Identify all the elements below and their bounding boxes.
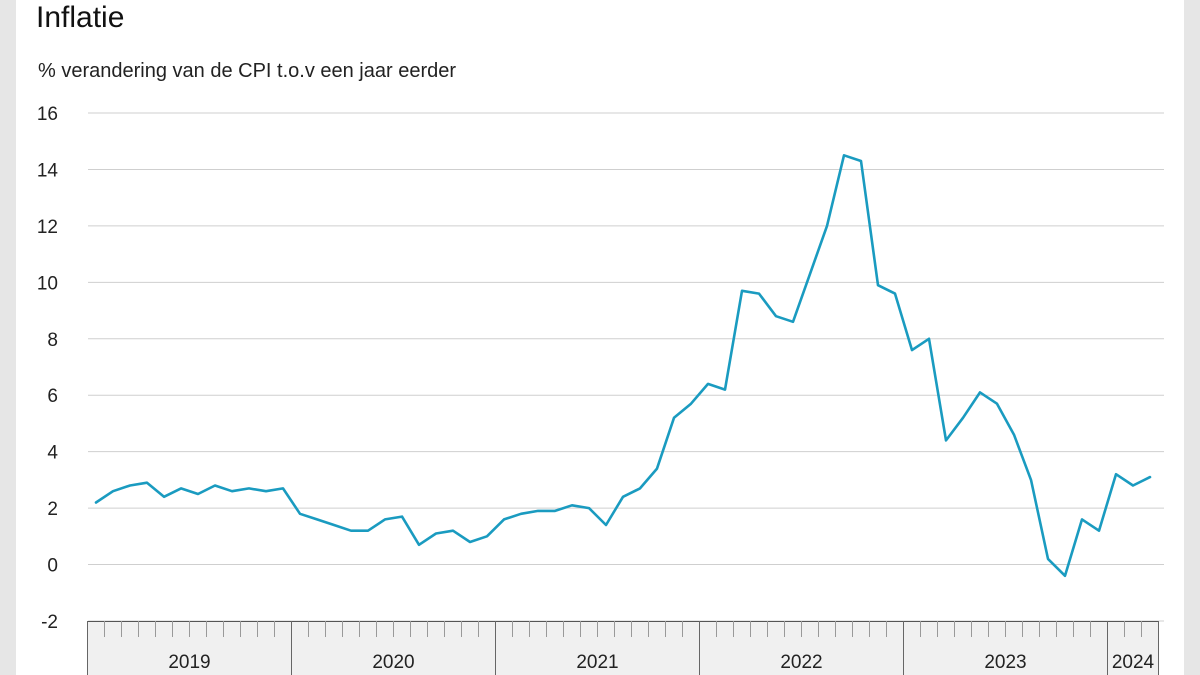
year-label: 2024 — [1112, 652, 1155, 673]
line-layer — [94, 154, 1152, 578]
year-label: 2022 — [780, 652, 822, 673]
y-tick-label: 4 — [47, 443, 58, 464]
y-tick-label: 6 — [47, 386, 58, 407]
year-label: 2020 — [372, 652, 414, 673]
chart-subtitle: % verandering van de CPI t.o.v een jaar … — [38, 60, 457, 82]
y-tick-label: 16 — [37, 104, 58, 125]
cpi-line — [94, 154, 1152, 578]
y-tick-label: 8 — [47, 330, 58, 351]
year-label: 2021 — [576, 652, 618, 673]
chart-svg: 16 14 12 10 8 6 4 2 0 -2 2019 2020 2021 2022 2023 2024 — [37, 104, 1164, 675]
y-tick-label: 2 — [47, 499, 58, 520]
y-tick-label: 12 — [37, 217, 58, 238]
y-tick-label: 14 — [37, 160, 59, 181]
chart-title: Inflatie — [36, 1, 125, 34]
y-tick-label: 0 — [47, 556, 58, 577]
grid-layer: 16 14 12 10 8 6 4 2 0 -2 — [37, 104, 1164, 633]
year-label: 2023 — [984, 652, 1026, 673]
y-tick-label: -2 — [41, 612, 58, 633]
chart-card: 16 14 12 10 8 6 4 2 0 -2 2019 2020 2021 2022 2023 2024… — [16, 0, 1184, 675]
x-axis-band — [87, 621, 1159, 675]
x-axis: 2019 2020 2021 2022 2023 2024 — [87, 621, 1159, 675]
year-label: 2019 — [168, 652, 210, 673]
y-tick-label: 10 — [37, 273, 58, 294]
